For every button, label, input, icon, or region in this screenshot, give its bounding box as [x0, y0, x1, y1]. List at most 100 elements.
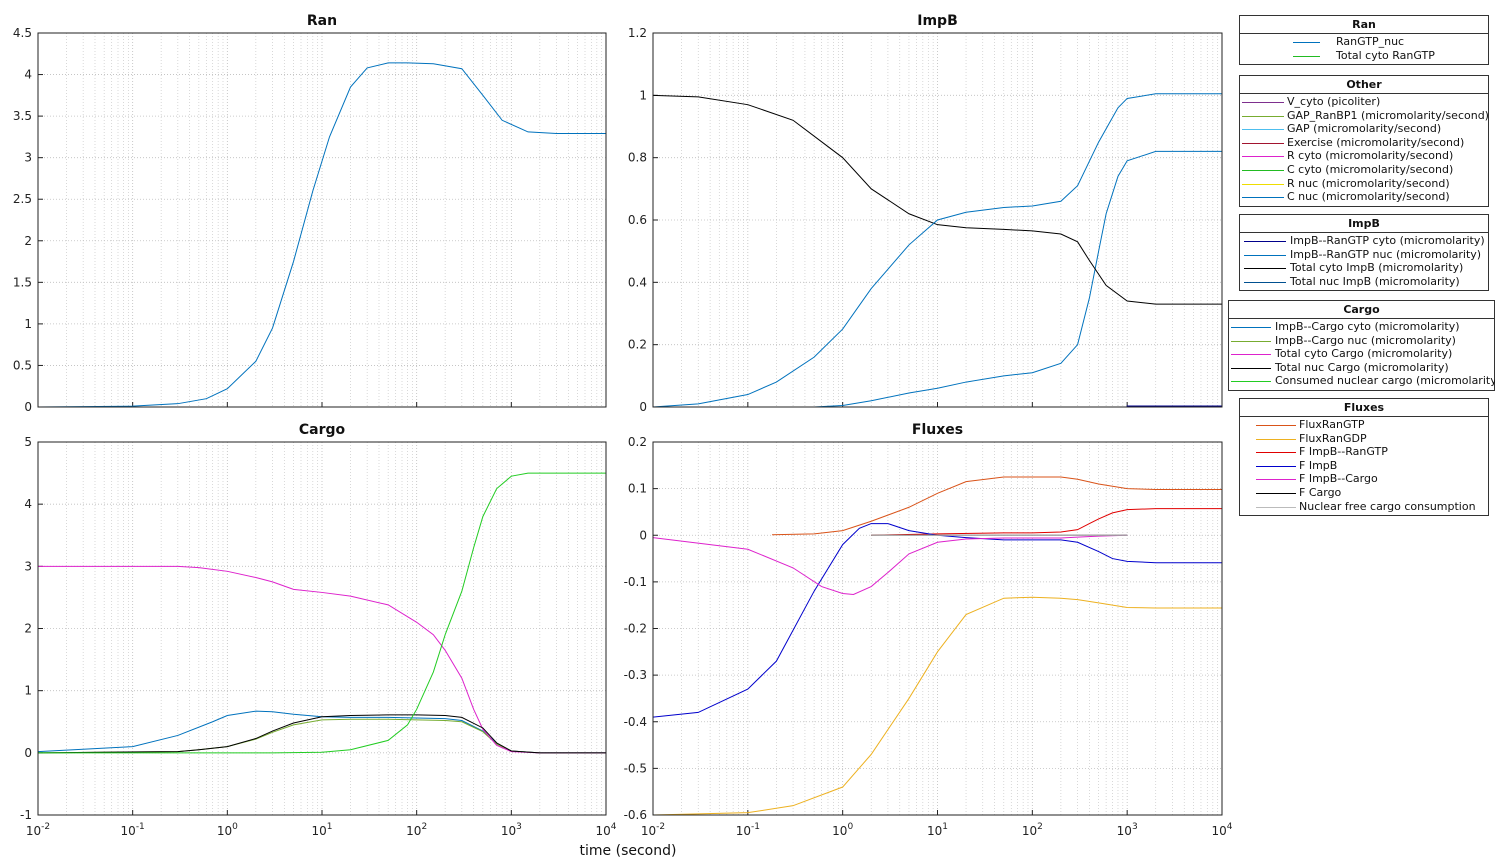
y-tick-label: 1.5	[13, 275, 32, 289]
x-axis-label: time (second)	[580, 843, 677, 859]
legend-label: F ImpB--Cargo	[1299, 472, 1378, 486]
x-tick-label: 103	[1117, 822, 1138, 838]
legend-title: Ran	[1240, 16, 1488, 34]
legend-label: ImpB--RanGTP cyto (micromolarity)	[1290, 234, 1485, 247]
legend-swatch	[1231, 354, 1271, 356]
legend-item: Exercise (micromolarity/second)	[1240, 136, 1488, 150]
legend-label: R nuc (micromolarity/second)	[1287, 176, 1450, 190]
x-tick-label: 100	[217, 822, 238, 838]
legend-title: ImpB	[1240, 215, 1488, 233]
legend-label: Total nuc Cargo (micromolarity)	[1275, 360, 1449, 374]
y-tick-label: 4	[24, 497, 32, 511]
legend-label: FluxRanGDP	[1299, 431, 1367, 445]
x-tick-label: 10-2	[641, 822, 665, 838]
y-tick-label: 0.1	[628, 482, 647, 496]
y-tick-label: 4.5	[13, 26, 32, 40]
legend-label: R cyto (micromolarity/second)	[1287, 149, 1454, 163]
x-tick-label: 104	[595, 822, 616, 838]
series-line-consumed-nuclear-cargo-micromolarity	[38, 472, 606, 754]
legend-label: F Cargo	[1299, 485, 1342, 499]
y-tick-label: 0	[24, 400, 32, 414]
legend-label: Total cyto ImpB (micromolarity)	[1290, 261, 1464, 275]
axes-frame	[37, 32, 607, 408]
legend-item: RanGTP_nuc	[1240, 35, 1488, 49]
legend-item: Consumed nuclear cargo (micromolarity)	[1229, 374, 1495, 388]
legend-swatch	[1256, 425, 1296, 426]
chart-title: Fluxes	[912, 422, 963, 438]
y-tick-label: 0.5	[13, 358, 32, 372]
legend-label: ImpB--Cargo nuc (micromolarity)	[1275, 333, 1456, 347]
legend-swatch	[1242, 183, 1284, 185]
legend-item: GAP (micromolarity/second)	[1240, 122, 1488, 136]
y-tick-label: 1.2	[628, 26, 647, 40]
y-tick-label: 5	[24, 435, 32, 449]
legend-swatch	[1244, 241, 1286, 242]
legend-label: ImpB--Cargo cyto (micromolarity)	[1275, 320, 1460, 333]
series-line-total-nuc-impb-micromolarity	[653, 93, 1222, 407]
series-line-total-cyto-cargo-micromolarity	[38, 565, 606, 754]
legend-label: RanGTP_nuc	[1336, 35, 1405, 48]
y-tick-label: 0	[639, 400, 647, 414]
legend-swatch	[1256, 479, 1296, 481]
axes-frame	[652, 32, 1223, 408]
x-tick-label: 103	[501, 822, 522, 838]
legend-label: ImpB--RanGTP nuc (micromolarity)	[1290, 247, 1482, 261]
legend-label: V_cyto (picoliter)	[1287, 95, 1381, 108]
y-tick-label: -0.6	[624, 808, 647, 822]
legend-label: C nuc (micromolarity/second)	[1287, 190, 1450, 204]
legend-label: F ImpB--RanGTP	[1299, 445, 1388, 459]
legend-swatch	[1256, 465, 1296, 467]
legend-label: GAP (micromolarity/second)	[1287, 122, 1442, 136]
chart-title: ImpB	[917, 13, 958, 29]
legend-label: Total cyto RanGTP	[1336, 48, 1435, 62]
legend-other: Other V_cyto (picoliter) GAP_RanBP1 (micro…	[1239, 75, 1489, 207]
y-tick-label: 0.2	[628, 435, 647, 449]
series-line-total-cyto-impb-micromolarity	[653, 94, 1222, 305]
series-line-fluxrangtp	[772, 476, 1222, 536]
chart-title: Cargo	[299, 422, 346, 438]
y-tick-label: 0.2	[628, 338, 647, 352]
legend-label: Total cyto Cargo (micromolarity)	[1275, 347, 1453, 361]
legend-label: Exercise (micromolarity/second)	[1287, 135, 1465, 149]
legend-swatch	[1231, 340, 1271, 342]
legend-item: F ImpB	[1240, 459, 1488, 473]
legend-swatch	[1242, 115, 1284, 117]
legend-swatch	[1231, 327, 1271, 328]
y-tick-label: 3	[24, 559, 32, 573]
legend-item: Nuclear free cargo consumption	[1240, 500, 1488, 514]
panel-impb: 0 0.2 0.4 0.6 0.8 1 1.2 ImpB	[628, 13, 1223, 414]
legend-item: FluxRanGTP	[1240, 418, 1488, 432]
y-tick-label: 4	[24, 68, 32, 82]
legend-item: Total nuc Cargo (micromolarity)	[1229, 361, 1494, 375]
legend-swatch	[1231, 381, 1271, 383]
y-tick-label: 0.8	[628, 151, 647, 165]
y-tick-label: 1	[639, 88, 647, 102]
legend-swatch	[1256, 438, 1296, 440]
legend-item: V_cyto (picoliter)	[1240, 95, 1488, 109]
y-tick-label: -0.2	[624, 622, 647, 636]
legend-title: Cargo	[1229, 301, 1494, 319]
x-tick-label: 10-2	[26, 822, 50, 838]
series-line-f-impb-cargo	[653, 534, 1128, 595]
legend-swatch	[1293, 42, 1320, 43]
legend-item: ImpB--Cargo cyto (micromolarity)	[1229, 320, 1494, 334]
x-tick-label: 101	[311, 822, 332, 838]
legend-swatch	[1293, 55, 1320, 57]
y-tick-label: 3.5	[13, 109, 32, 123]
legend-swatch	[1242, 102, 1284, 103]
legend-ran: Ran RanGTP_nuc Total cyto RanGTP	[1239, 15, 1489, 66]
x-tick-label: 102	[1022, 822, 1043, 838]
series-line-total-nuc-cargo-micromolarity	[38, 714, 606, 754]
legend-label: GAP_RanBP1 (micromolarity/second)	[1287, 108, 1489, 122]
legend-title: Other	[1240, 76, 1488, 94]
legend-item: C cyto (micromolarity/second)	[1240, 163, 1488, 177]
x-tick-label: 104	[1211, 822, 1232, 838]
y-tick-label: 0.4	[628, 275, 647, 289]
y-tick-label: 2	[24, 622, 32, 636]
axes-frame	[37, 441, 607, 816]
legend-swatch	[1242, 197, 1284, 199]
legend-swatch	[1256, 506, 1296, 508]
legend-item: ImpB--RanGTP cyto (micromolarity)	[1240, 234, 1488, 248]
legend-item: Total cyto Cargo (micromolarity)	[1229, 347, 1494, 361]
